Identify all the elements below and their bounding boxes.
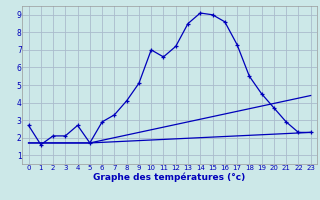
X-axis label: Graphe des températures (°c): Graphe des températures (°c) [93,172,246,182]
